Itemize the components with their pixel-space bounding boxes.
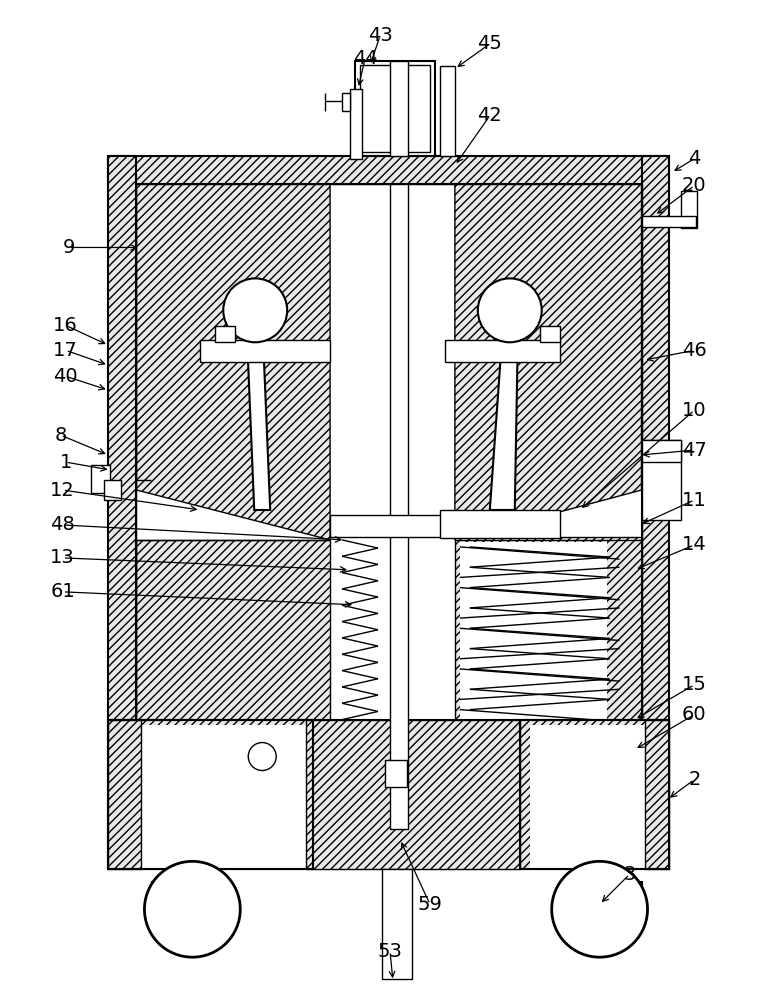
Text: 16: 16 — [53, 316, 78, 335]
Bar — [306, 720, 520, 869]
Text: 47: 47 — [682, 441, 707, 460]
Circle shape — [223, 278, 287, 342]
Bar — [350, 89, 362, 159]
Bar — [153, 882, 230, 917]
Text: 20: 20 — [682, 176, 706, 195]
Bar — [108, 720, 141, 869]
Bar — [108, 156, 670, 184]
Bar — [200, 340, 330, 362]
Text: 45: 45 — [477, 34, 502, 53]
Bar — [520, 720, 670, 869]
Polygon shape — [455, 184, 641, 540]
Text: 44: 44 — [353, 49, 377, 68]
Text: 61: 61 — [50, 582, 75, 601]
Bar — [342, 93, 350, 111]
Bar — [460, 542, 607, 720]
Text: 8: 8 — [54, 426, 67, 445]
Bar — [644, 720, 670, 869]
Bar — [530, 725, 654, 869]
Text: 10: 10 — [682, 401, 706, 420]
Text: 60: 60 — [682, 705, 706, 724]
Bar — [91, 465, 110, 493]
Bar — [641, 156, 670, 720]
Bar — [137, 540, 330, 720]
Bar — [104, 480, 121, 500]
Circle shape — [249, 743, 276, 771]
Text: 40: 40 — [53, 367, 78, 386]
Text: 14: 14 — [682, 535, 707, 554]
Bar — [330, 515, 540, 537]
Bar — [440, 66, 455, 156]
Bar — [681, 191, 697, 228]
Bar — [382, 869, 412, 979]
Bar — [641, 440, 681, 462]
Text: 48: 48 — [50, 515, 75, 534]
Polygon shape — [137, 184, 330, 540]
Text: 13: 13 — [50, 548, 75, 567]
Bar — [108, 156, 137, 720]
Text: 17: 17 — [53, 341, 78, 360]
Bar — [385, 760, 407, 787]
Text: 1: 1 — [59, 453, 72, 472]
Text: 3: 3 — [624, 865, 636, 884]
Bar — [216, 326, 235, 342]
Bar — [355, 61, 435, 156]
Text: 9: 9 — [62, 238, 74, 257]
Bar — [390, 184, 408, 829]
Bar — [440, 510, 560, 538]
Bar — [108, 720, 313, 869]
Text: 4: 4 — [688, 149, 700, 168]
Bar — [390, 61, 408, 156]
Text: 12: 12 — [50, 481, 75, 500]
Circle shape — [551, 861, 647, 957]
Text: 53: 53 — [377, 942, 403, 961]
Polygon shape — [137, 184, 641, 720]
Bar — [108, 720, 670, 869]
Text: 43: 43 — [367, 26, 393, 45]
Text: 15: 15 — [682, 675, 707, 694]
Text: 59: 59 — [417, 895, 443, 914]
Circle shape — [144, 861, 240, 957]
Bar — [641, 216, 696, 227]
Bar — [641, 440, 681, 520]
Text: 42: 42 — [477, 106, 502, 125]
Bar — [540, 326, 560, 342]
Circle shape — [478, 278, 542, 342]
Polygon shape — [490, 342, 518, 510]
Text: 11: 11 — [682, 490, 707, 510]
Bar — [360, 65, 430, 152]
Bar — [560, 882, 641, 917]
Text: 2: 2 — [688, 770, 700, 789]
Bar — [445, 340, 560, 362]
Polygon shape — [247, 342, 270, 510]
Bar — [455, 537, 641, 720]
Bar — [141, 725, 306, 869]
Text: 46: 46 — [682, 341, 707, 360]
